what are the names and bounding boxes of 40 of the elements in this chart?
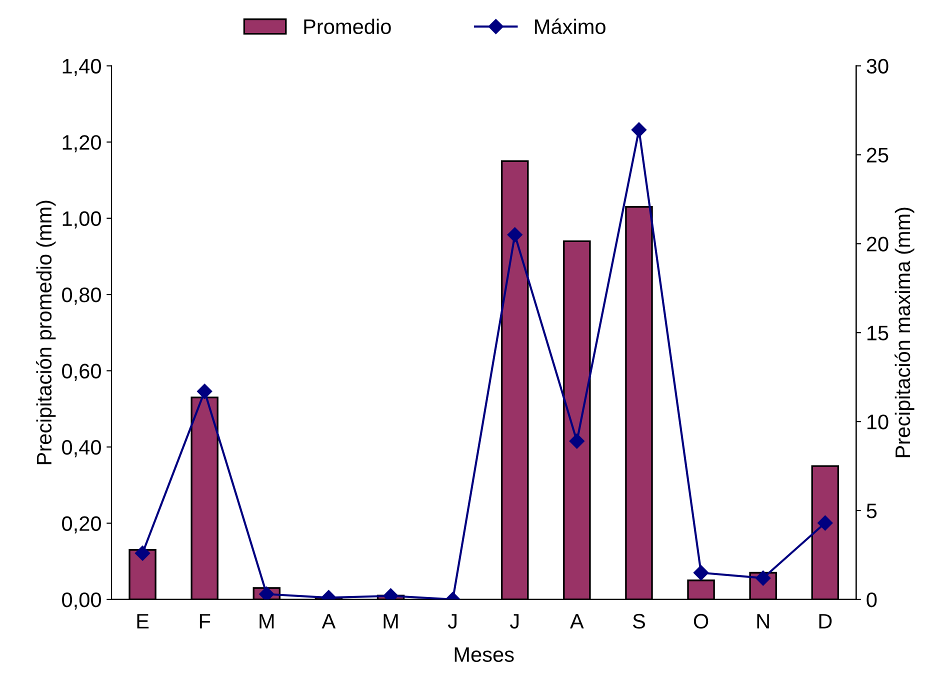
x-tick-label: M	[260, 614, 274, 628]
x-tick-label: J	[510, 614, 519, 629]
y-tick-label: 1,40	[62, 58, 101, 76]
x-tick-label: M	[384, 614, 398, 628]
y-tick-label: 0,20	[62, 516, 101, 534]
point	[818, 515, 833, 531]
y-axis-title: Precipitación promedio (mm)	[36, 200, 56, 464]
point	[631, 122, 647, 138]
y2-tick-label: 20	[866, 236, 888, 252]
point	[693, 565, 709, 580]
y2-tick-label: 10	[867, 414, 888, 430]
point	[259, 586, 274, 600]
y-tick-label: 0,60	[62, 364, 101, 381]
x-tick-label: J	[448, 614, 456, 629]
y2-axis-title: Precipitación maxima (mm)	[894, 208, 914, 458]
y2-tick-label: 30	[866, 58, 888, 74]
legend-label: Máximo	[535, 18, 606, 34]
point	[507, 227, 522, 242]
y-tick-label: 0,00	[62, 592, 101, 610]
x-tick-label: O	[694, 614, 708, 629]
x-tick-label: F	[200, 614, 210, 628]
y-tick-label: 1,20	[62, 135, 101, 152]
y2-tick-label: 5	[866, 504, 877, 518]
point	[134, 546, 150, 561]
y-tick-label: 1,00	[62, 211, 101, 229]
y2-tick-label: 25	[866, 148, 888, 163]
x-axis-title: Meses	[454, 647, 514, 662]
y-tick-label: 0,40	[62, 440, 101, 458]
point	[569, 434, 584, 449]
x-tick-label: A	[570, 614, 584, 628]
x-tick-label: A	[322, 614, 336, 628]
point	[197, 384, 212, 399]
x-tick-label: E	[137, 614, 149, 628]
x-tick-label: D	[819, 614, 832, 628]
y-tick-label: 0,80	[62, 288, 101, 305]
y2-tick-label: 0	[866, 592, 877, 608]
y2-tick-label: 15	[867, 326, 888, 340]
x-tick-label: N	[757, 614, 769, 628]
legend-label: Promedio	[304, 18, 391, 34]
x-tick-label: S	[632, 614, 645, 629]
